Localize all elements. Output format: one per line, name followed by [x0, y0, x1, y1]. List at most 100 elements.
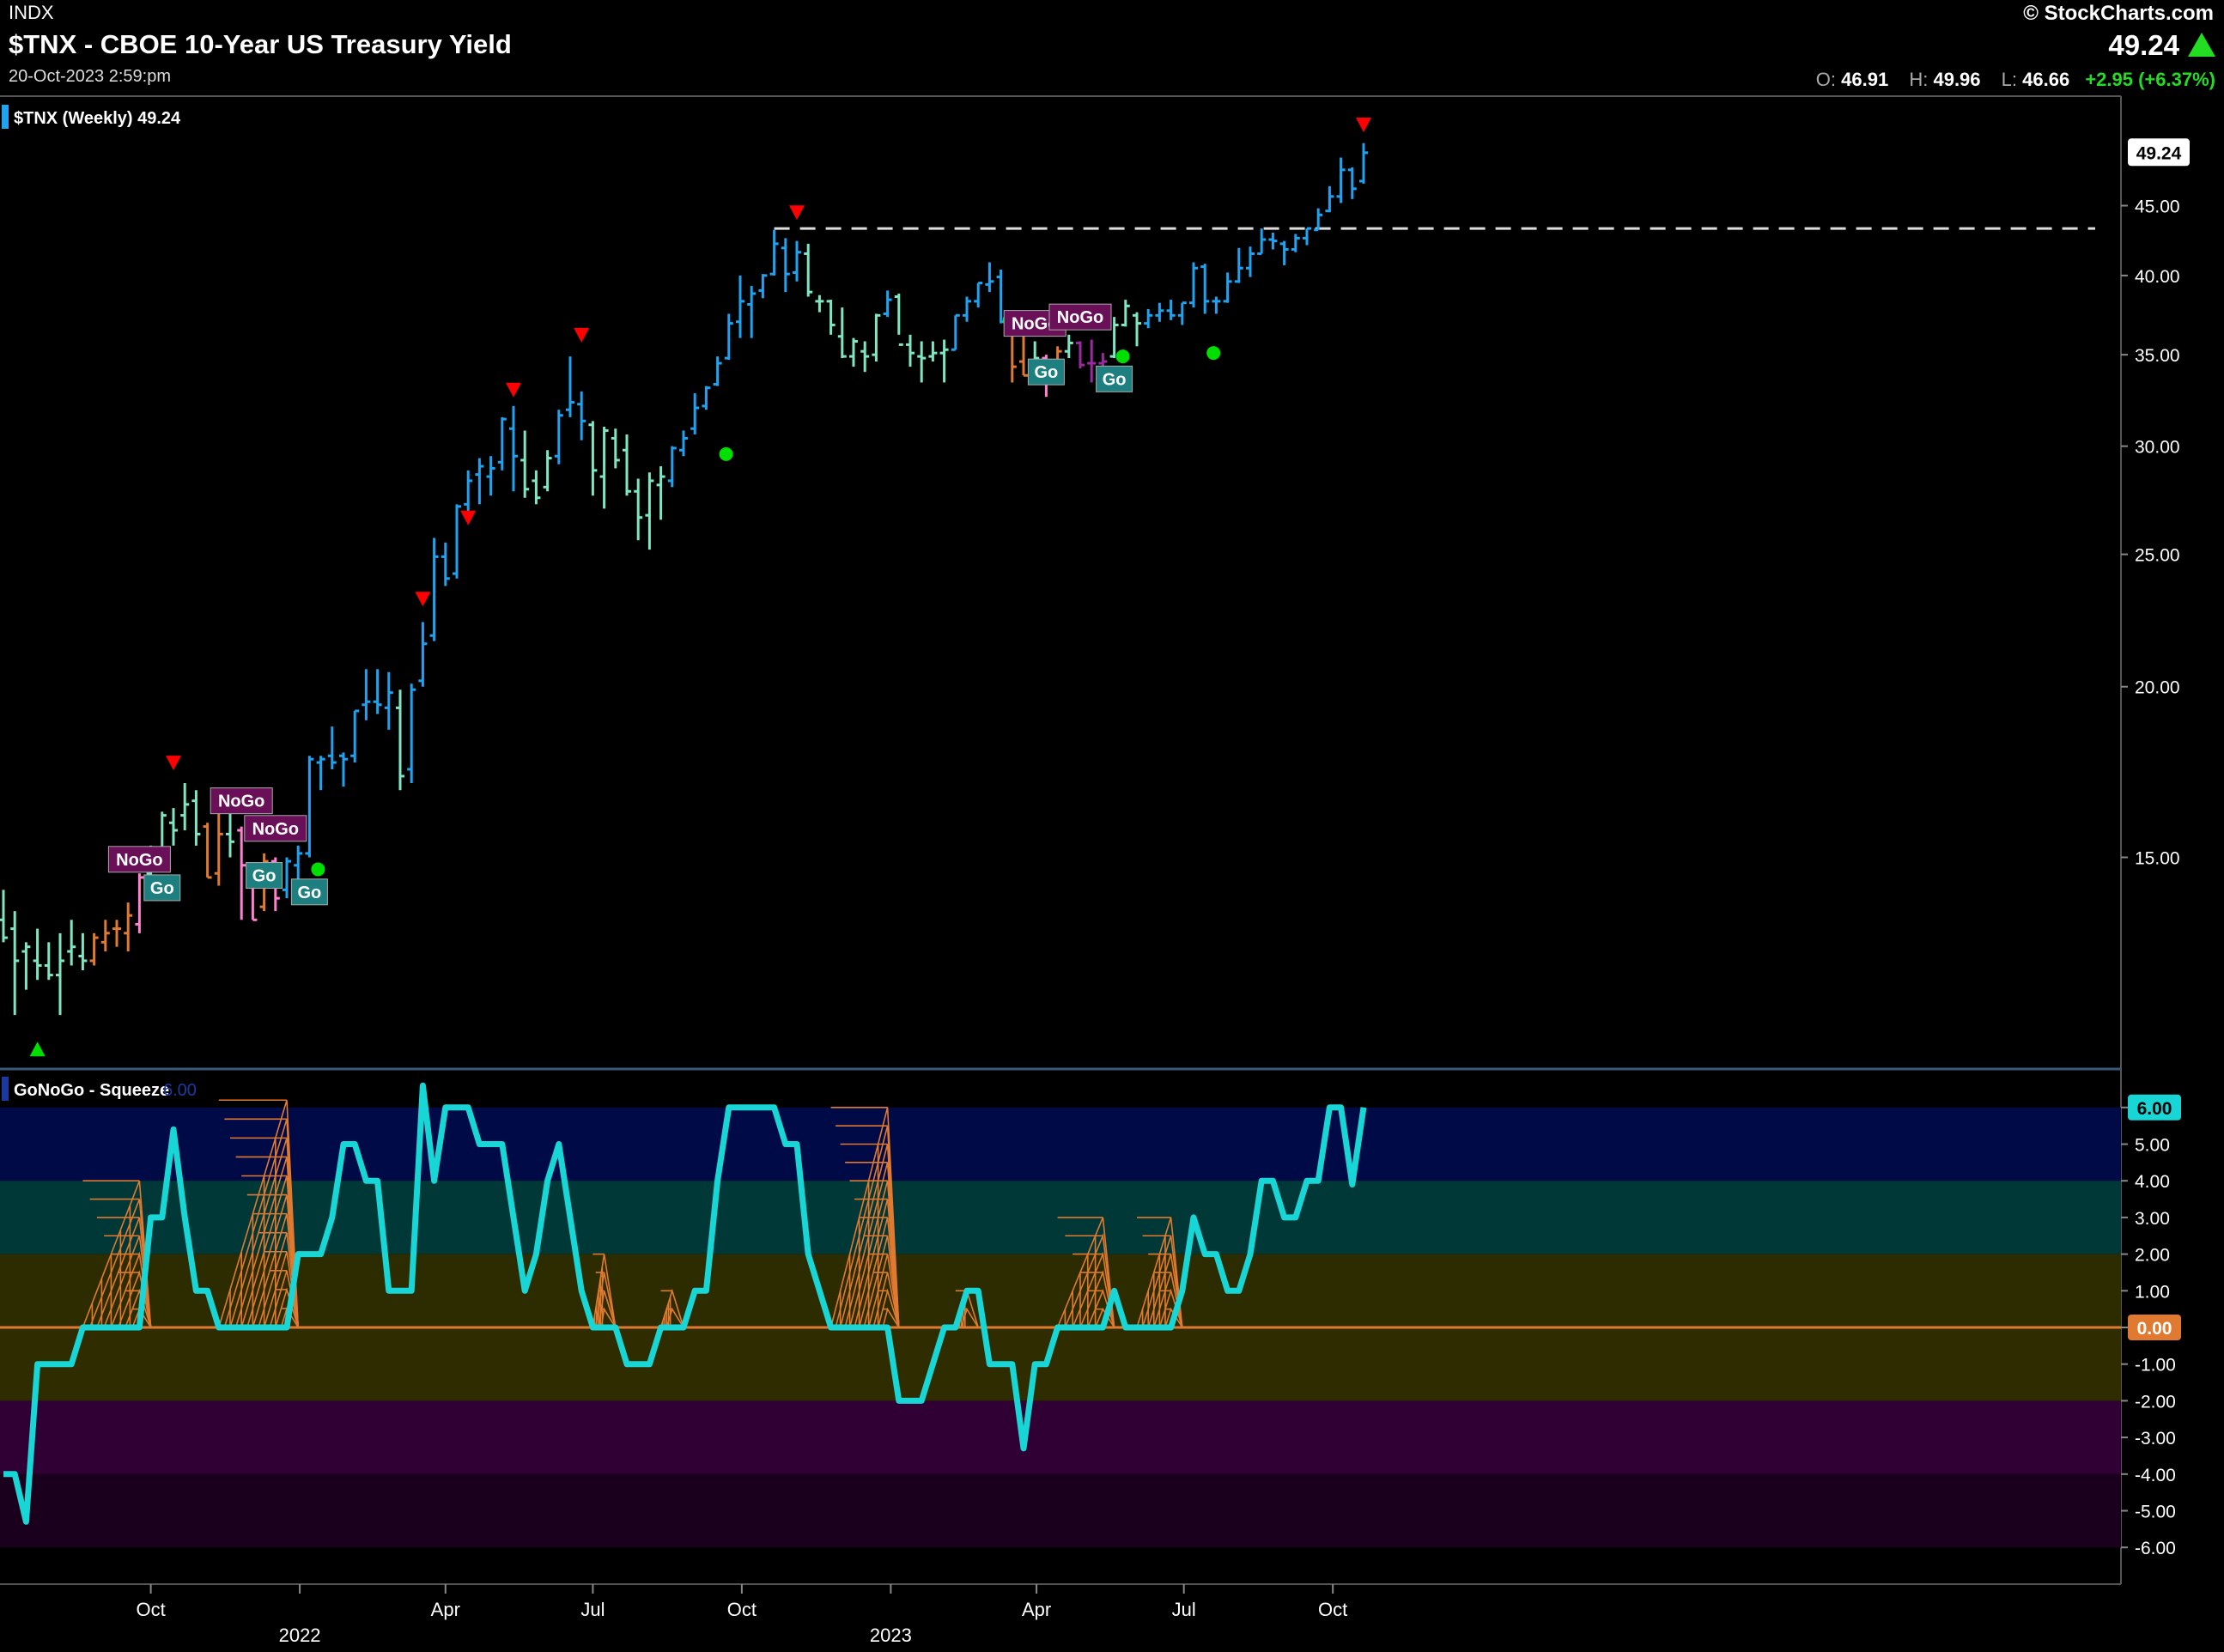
price-bar: [724, 313, 733, 361]
price-bar: [100, 920, 110, 952]
brand-label[interactable]: © StockCharts.com: [2023, 2, 2214, 25]
price-bar: [1087, 339, 1097, 383]
go-label-text: Go: [1103, 370, 1127, 389]
go-label-text: Go: [150, 879, 174, 898]
price-bar: [554, 410, 563, 465]
x-tick-label: Jul: [580, 1599, 605, 1620]
price-bar: [1133, 312, 1141, 347]
price-bar: [611, 428, 620, 469]
price-bar: [67, 920, 76, 966]
price-bar: [599, 426, 609, 509]
price-bar: [1303, 227, 1311, 246]
price-bar: [679, 430, 688, 457]
low-label: L:: [2001, 69, 2018, 90]
price-bar: [112, 920, 121, 947]
osc-y-tick-label: -1.00: [2135, 1356, 2176, 1376]
squeeze-spike: [659, 1288, 684, 1328]
ohlc-readout: O: 46.91 H: 49.96 L: 46.66 +2.95 (+6.37%…: [1801, 69, 2215, 91]
x-axis: Oct 2022 Apr Jul Oct 2023 Apr Jul Oct: [136, 1584, 1347, 1646]
price-bar: [1144, 308, 1153, 329]
price-bar: [1246, 246, 1255, 277]
go-label-text: Go: [1035, 363, 1059, 382]
price-bar: [429, 538, 439, 641]
price-bar: [1359, 143, 1368, 184]
osc-y-tick-label: 5.00: [2135, 1136, 2170, 1156]
x-year-label: 2023: [870, 1625, 912, 1646]
oscillator-y-axis: 6.00 5.00 4.00 3.00 2.00 1.00 0.00 -1.00 -2.00 -3…: [2121, 1094, 2181, 1558]
price-bar: [713, 356, 722, 386]
price-bar: [656, 466, 665, 520]
price-bar: [384, 671, 393, 730]
price-bar: [191, 790, 201, 846]
price-bar: [78, 932, 88, 971]
nogo-label-box: [244, 815, 307, 842]
price-bar: [906, 334, 915, 367]
price-bar: [362, 669, 371, 720]
price-y-tick-label: 40.00: [2135, 267, 2180, 287]
price-bar: [294, 845, 303, 882]
price-bar: [316, 756, 325, 791]
change-value: +2.95 (+6.37%): [2085, 69, 2215, 90]
price-bar: [10, 911, 20, 1016]
price-bar: [1347, 167, 1357, 199]
nogo-label-box: [210, 787, 273, 815]
price-bar: [532, 470, 541, 505]
price-bar: [520, 430, 530, 498]
price-bar: [89, 932, 99, 966]
price-bar: [781, 238, 790, 293]
price-bar: [951, 313, 960, 351]
price-bar: [327, 726, 337, 769]
oscillator-legend-text: GoNoGo - Squeeze: [14, 1081, 169, 1100]
price-bar: [769, 229, 779, 276]
price-bar: [872, 313, 881, 362]
price-bar: [577, 391, 586, 440]
price-bar: [883, 290, 892, 318]
go-label-text: Go: [298, 884, 322, 902]
go-label-text: Go: [252, 867, 276, 886]
oscillator-band: [0, 1473, 2121, 1548]
price-bar: [21, 942, 31, 990]
price-bar: [702, 386, 711, 410]
price-bar: [645, 472, 654, 550]
last-price-tag-label: 49.24: [2136, 143, 2182, 163]
price-bar: [339, 752, 348, 787]
price-bar: [815, 295, 824, 313]
osc-last-tag: [2128, 1094, 2181, 1121]
price-legend: $TNX (Weekly) 49.24: [2, 105, 181, 129]
osc-y-tick-label: 2.00: [2135, 1246, 2170, 1266]
zero-tag-label: 0.00: [2137, 1319, 2172, 1339]
price-bar: [1257, 228, 1267, 255]
squeeze-spike: [592, 1253, 617, 1328]
oscillator-legend-value: 6.00: [163, 1081, 197, 1100]
squeeze-spike: [82, 1180, 152, 1328]
price-bar: [350, 709, 360, 763]
price-y-tick-label: 25.00: [2135, 546, 2180, 566]
price-bar: [837, 307, 847, 359]
exchange-label: INDX: [9, 2, 54, 23]
down-triangle-icon: [506, 382, 521, 398]
price-y-tick-label: 20.00: [2135, 678, 2180, 698]
nogo-label-text: NoGo: [218, 793, 264, 811]
go-dot-icon: [1115, 349, 1130, 364]
price-bar: [985, 262, 994, 293]
osc-y-tick-label: 1.00: [2135, 1282, 2170, 1302]
price-bar: [237, 826, 246, 920]
nogo-label-text: NoGo: [116, 851, 162, 870]
go-label-box: [143, 874, 181, 902]
osc-y-tick-label: 4.00: [2135, 1172, 2170, 1192]
price-bar: [1200, 264, 1210, 314]
low-value: 46.66: [2022, 69, 2070, 90]
x-tick-label: Apr: [431, 1599, 460, 1620]
price-bar: [1155, 302, 1164, 322]
down-triangle-icon: [574, 327, 590, 343]
osc-y-tick-label: 3.00: [2135, 1209, 2170, 1229]
x-tick-label: Oct: [1318, 1599, 1347, 1620]
price-bar: [1064, 334, 1073, 359]
price-bar: [486, 456, 495, 496]
price-bar: [441, 542, 450, 586]
go-dot-icon: [1206, 346, 1221, 361]
chart-title: $TNX - CBOE 10-Year US Treasury Yield: [9, 29, 512, 59]
price-bar: [1314, 208, 1323, 232]
